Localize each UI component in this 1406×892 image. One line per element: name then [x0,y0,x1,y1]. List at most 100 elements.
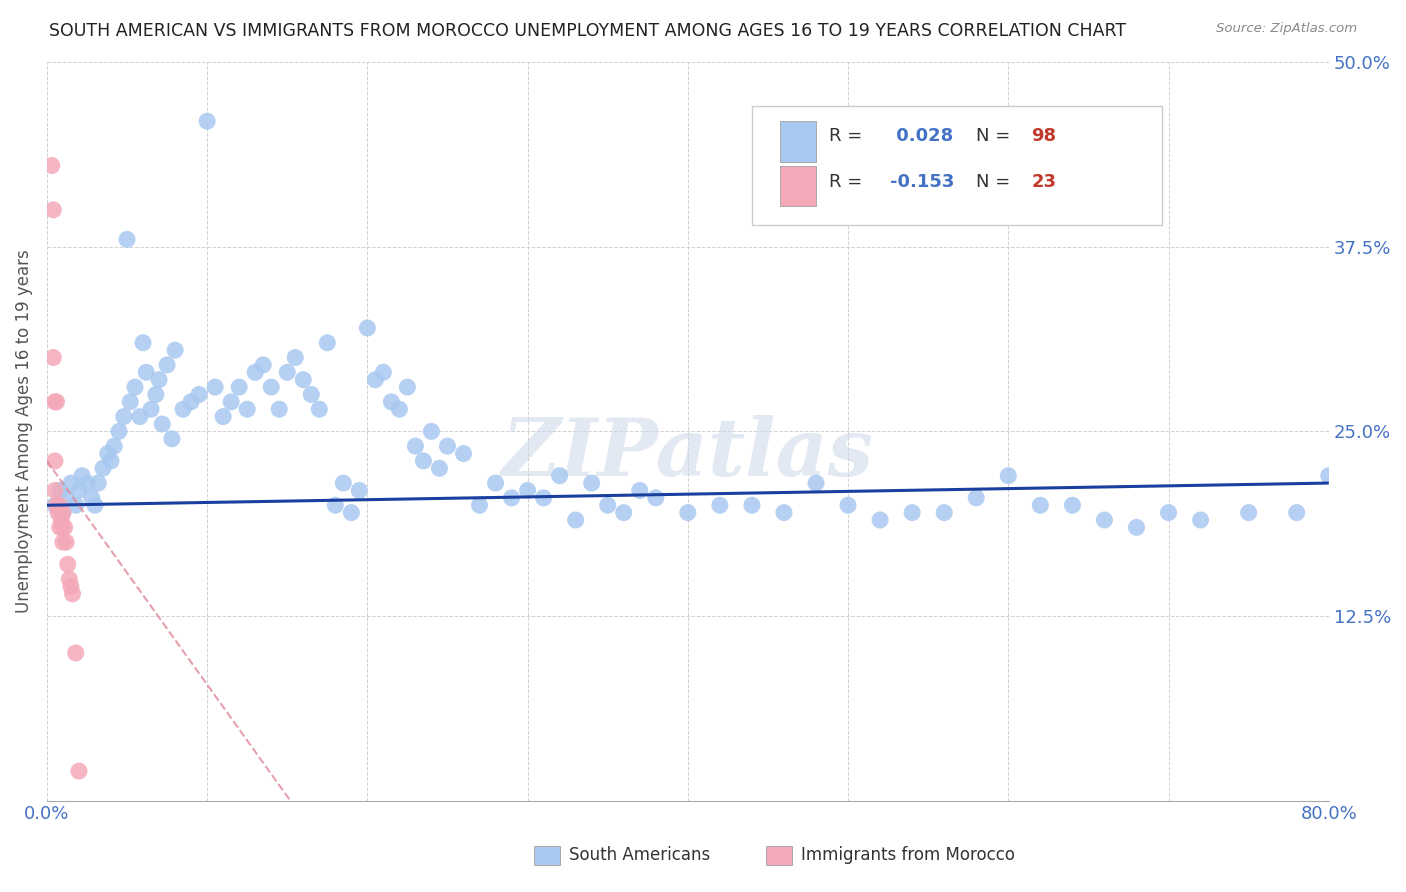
Point [420,425,443,439]
Point [132,335,155,350]
Point [965,491,987,505]
Point [52,520,75,534]
Point [139,402,162,417]
Point [148,373,170,387]
Point [52,506,75,520]
Text: R =: R = [828,173,868,191]
Point [316,335,339,350]
Point [44,483,66,498]
Point [501,491,523,505]
FancyBboxPatch shape [752,106,1163,225]
Point [628,483,651,498]
Point [533,491,555,505]
Point [332,476,354,491]
Point [42,351,65,365]
Point [135,365,157,379]
Point [44,454,66,468]
Point [212,409,235,424]
Point [548,468,571,483]
Point [837,498,859,512]
Point [80,491,103,505]
Point [741,498,763,512]
Text: N =: N = [976,173,1017,191]
Point [52,506,75,520]
Point [48,483,70,498]
Point [484,476,506,491]
Point [55,535,77,549]
Point [388,402,411,417]
Point [228,380,250,394]
Point [56,558,79,572]
Point [245,365,267,379]
Point [65,498,87,512]
Point [76,476,98,491]
Point [115,232,138,246]
Point [804,476,827,491]
Point [380,394,402,409]
Point [340,506,363,520]
Point [468,498,491,512]
FancyBboxPatch shape [780,121,815,161]
Point [87,476,110,491]
Point [48,520,70,534]
Text: -0.153: -0.153 [890,173,955,191]
Point [1094,513,1116,527]
Point [1125,520,1147,534]
Point [103,439,125,453]
Point [51,513,73,527]
Point [108,425,131,439]
Point [676,506,699,520]
Point [41,159,63,173]
Point [709,498,731,512]
Point [195,114,218,128]
Point [58,572,80,586]
Point [46,506,69,520]
Text: Immigrants from Morocco: Immigrants from Morocco [801,847,1015,864]
Point [128,409,150,424]
Point [180,394,202,409]
Point [596,498,619,512]
Point [45,498,67,512]
Point [412,454,434,468]
Point [172,402,194,417]
Point [356,321,378,335]
Point [100,454,122,468]
Point [156,358,179,372]
Point [1029,498,1052,512]
Point [236,402,259,417]
Point [364,373,387,387]
Text: 0.028: 0.028 [890,127,953,145]
Point [84,498,107,512]
Point [91,461,114,475]
Text: South Americans: South Americans [569,847,710,864]
Text: ZIPatlas: ZIPatlas [502,415,875,492]
Point [252,358,274,372]
Point [773,506,796,520]
Point [219,394,242,409]
Point [124,380,146,394]
Point [1189,513,1212,527]
FancyBboxPatch shape [780,166,815,206]
Point [564,513,586,527]
Point [112,409,135,424]
Point [53,520,76,534]
Point [284,351,307,365]
Point [65,646,87,660]
Point [404,439,426,453]
Point [349,483,371,498]
Point [44,394,66,409]
Point [188,387,211,401]
Point [45,394,67,409]
Point [1317,468,1340,483]
Point [59,579,82,593]
Text: SOUTH AMERICAN VS IMMIGRANTS FROM MOROCCO UNEMPLOYMENT AMONG AGES 16 TO 19 YEARS: SOUTH AMERICAN VS IMMIGRANTS FROM MOROCC… [49,22,1126,40]
Text: Source: ZipAtlas.com: Source: ZipAtlas.com [1216,22,1357,36]
Point [120,394,142,409]
Point [1285,506,1308,520]
Point [97,446,120,460]
Point [292,373,315,387]
Point [276,365,298,379]
Point [44,498,66,512]
Point [67,764,90,778]
Point [323,498,346,512]
